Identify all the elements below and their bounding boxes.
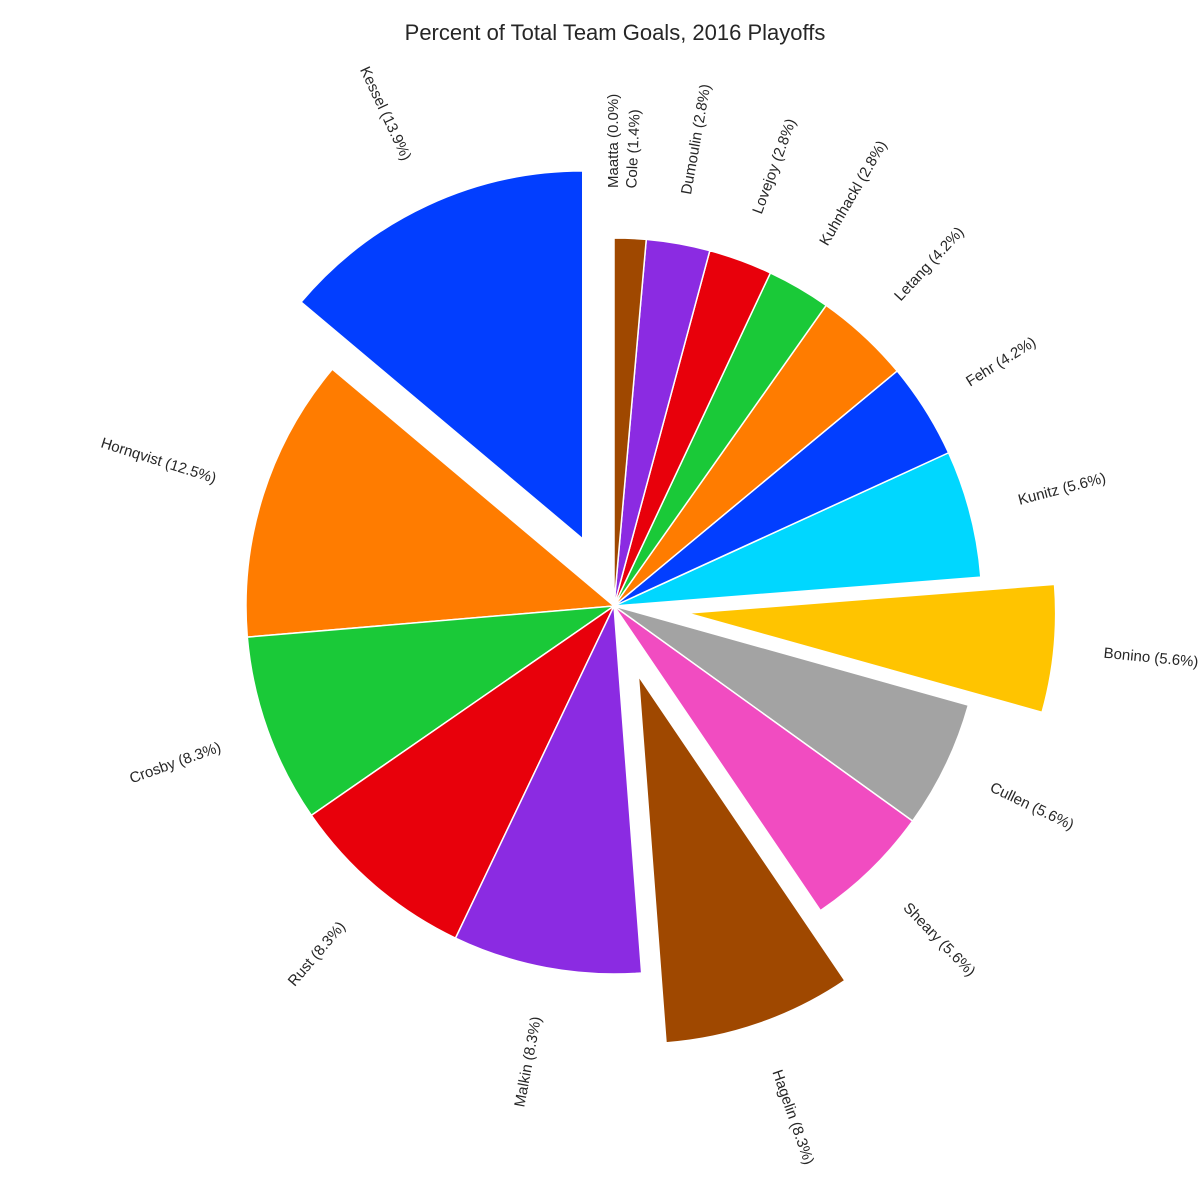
pie-label-kessel: Kessel (13.9%) [356, 64, 414, 163]
pie-label-crosby: Crosby (8.3%) [127, 739, 223, 787]
pie-slices [245, 170, 1057, 1044]
pie-label-cullen: Cullen (5.6%) [987, 779, 1076, 834]
pie-label-bonino: Bonino (5.6%) [1103, 645, 1199, 671]
pie-slice-cullen [613, 605, 970, 822]
pie-slice-rust [310, 605, 615, 939]
pie-label-rust: Rust (8.3%) [285, 918, 349, 989]
pie-slice-malkin [454, 605, 643, 975]
pie-slice-bonino [686, 583, 1057, 714]
pie-slice-hornqvist [245, 368, 615, 638]
pie-label-sheary: Sheary (5.6%) [900, 899, 979, 980]
pie-slice-cole [613, 237, 648, 607]
pie-label-fehr: Fehr (4.2%) [963, 334, 1039, 391]
pie-label-kuhnhackl: Kuhnhackl (2.8%) [816, 138, 890, 249]
pie-label-hagelin: Hagelin (8.3%) [768, 1068, 817, 1167]
pie-label-lovejoy: Lovejoy (2.8%) [749, 116, 799, 216]
pie-slice-crosby [246, 605, 615, 817]
pie-label-hornqvist: Hornqvist (12.5%) [99, 435, 219, 488]
pie-slice-kunitz [613, 451, 982, 607]
pie-label-maatta: Maatta (0.0%) [605, 94, 622, 188]
pie-slice-kessel [300, 170, 584, 540]
pie-label-dumoulin: Dumoulin (2.8%) [678, 83, 714, 196]
pie-label-kunitz: Kunitz (5.6%) [1016, 470, 1107, 509]
chart-title: Percent of Total Team Goals, 2016 Playof… [404, 20, 826, 45]
pie-label-cole: Cole (1.4%) [623, 109, 643, 189]
pie-slice-sheary [613, 605, 914, 912]
pie-label-malkin: Malkin (8.3%) [511, 1015, 545, 1108]
pie-label-letang: Letang (4.2%) [891, 224, 967, 305]
pie-slice-hagelin [637, 675, 846, 1044]
